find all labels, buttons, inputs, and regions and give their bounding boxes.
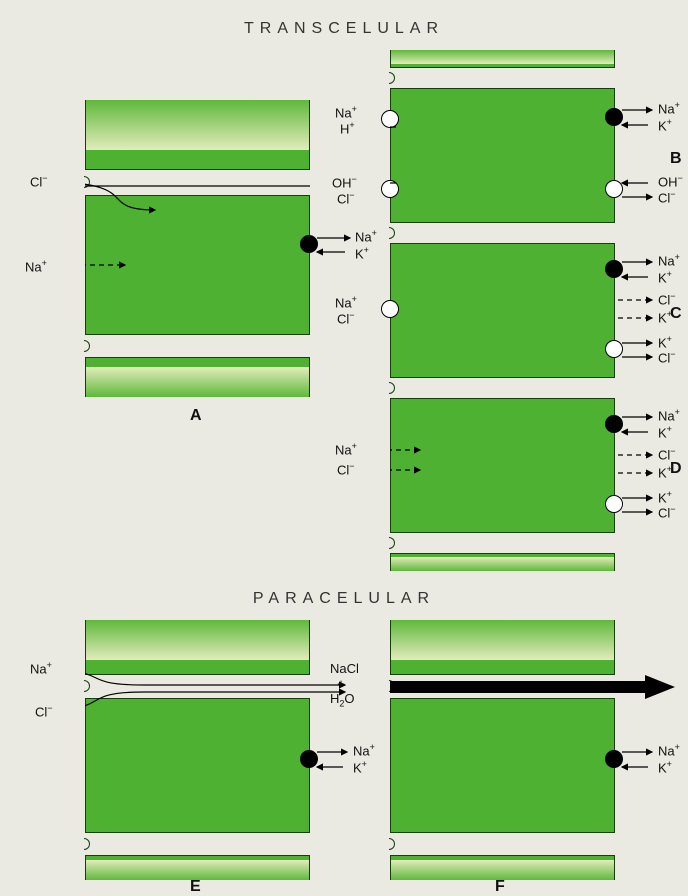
label-Na: Na+ <box>658 407 680 423</box>
label-K: K+ <box>658 489 672 505</box>
panel-BCD: Na+ H+ OH− Cl− Na+ K+ OH− Cl− Na+ Cl− Na… <box>390 50 615 560</box>
letter-C: C <box>670 305 682 323</box>
label-OH: OH− <box>658 173 683 189</box>
label-Cl: Cl− <box>35 703 53 719</box>
label-Cl: Cl− <box>337 461 355 477</box>
label-Cl: Cl− <box>658 349 676 365</box>
letter-A: A <box>190 407 202 425</box>
cell-main <box>85 195 310 335</box>
tight-junction <box>84 176 90 188</box>
cell-lower <box>390 855 615 880</box>
label-K: K+ <box>658 269 672 285</box>
tight-junction <box>84 838 90 850</box>
panel-E: Na+ Cl− Na+ K+ <box>85 620 310 875</box>
tight-junction <box>389 838 395 850</box>
cell-C <box>390 243 615 378</box>
tight-junction <box>389 537 395 549</box>
label-Na: Na+ <box>658 100 680 116</box>
nak-pump-icon <box>300 750 318 768</box>
nah-exchanger-icon <box>381 110 399 128</box>
label-K: K+ <box>658 424 672 440</box>
letter-D: D <box>670 460 682 478</box>
label-H: H+ <box>340 120 355 136</box>
label-Na: Na+ <box>25 258 47 274</box>
cell-main <box>390 698 615 833</box>
ohcl-exchanger-icon <box>381 180 399 198</box>
cell-upper <box>85 620 310 675</box>
nak-pump-icon <box>605 108 623 126</box>
title-paracelular: PARACELULAR <box>0 590 688 608</box>
tight-junction <box>84 340 90 352</box>
letter-E: E <box>190 878 201 896</box>
nak-pump-icon <box>605 750 623 768</box>
cell-upper <box>85 100 310 170</box>
label-Cl: Cl− <box>337 190 355 206</box>
label-Cl: Cl− <box>30 173 48 189</box>
kcl-cotransport-icon <box>605 495 623 513</box>
label-K: K+ <box>658 117 672 133</box>
letter-B: B <box>670 150 682 168</box>
label-K: K+ <box>658 759 672 775</box>
label-Na: Na+ <box>658 742 680 758</box>
tight-junction <box>389 382 395 394</box>
nak-pump-icon <box>300 235 318 253</box>
nak-pump-icon <box>605 260 623 278</box>
label-Na: Na+ <box>335 294 357 310</box>
kcl-cotransport-icon <box>605 180 623 198</box>
nacl-cotransport-icon <box>381 300 399 318</box>
label-OH: OH− <box>332 174 357 190</box>
cell-D <box>390 398 615 533</box>
label-Cl: Cl− <box>658 189 676 205</box>
cell-upper <box>390 620 615 675</box>
panel-F: NaCl + H2O Na+ K+ <box>390 620 615 875</box>
label-K: K+ <box>658 334 672 350</box>
label-NaCl-H2O: NaCl + H2O <box>330 662 359 709</box>
cell-bot-sliver <box>390 553 615 571</box>
label-Na: Na+ <box>335 104 357 120</box>
label-Na: Na+ <box>355 228 377 244</box>
cell-lower <box>85 357 310 397</box>
panel-A: Cl− Na+ Na+ K+ <box>85 100 310 390</box>
label-Na: Na+ <box>335 441 357 457</box>
label-Cl: Cl− <box>337 310 355 326</box>
cell-main <box>85 698 310 833</box>
label-Na: Na+ <box>353 742 375 758</box>
tight-junction <box>389 72 395 84</box>
tight-junction <box>84 680 90 692</box>
cell-lower <box>85 855 310 880</box>
title-transcelular: TRANSCELULAR <box>0 20 688 38</box>
label-K: K+ <box>355 245 369 261</box>
label-Na: Na+ <box>30 660 52 676</box>
cell-B <box>390 88 615 223</box>
letter-F: F <box>495 878 505 896</box>
label-Na: Na+ <box>658 252 680 268</box>
cell-top-sliver <box>390 50 615 68</box>
label-Cl: Cl− <box>658 504 676 520</box>
tight-junction <box>389 680 395 692</box>
tight-junction <box>389 227 395 239</box>
kcl-cotransport-icon <box>605 340 623 358</box>
label-K: K+ <box>353 759 367 775</box>
nak-pump-icon <box>605 415 623 433</box>
